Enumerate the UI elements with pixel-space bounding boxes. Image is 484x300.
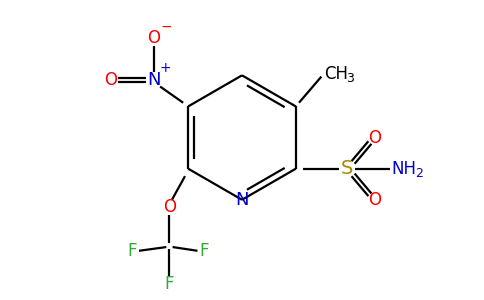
Text: NH: NH: [392, 160, 417, 178]
Text: O: O: [148, 29, 160, 47]
Text: O: O: [368, 191, 381, 209]
Text: −: −: [161, 20, 172, 34]
Text: N: N: [147, 71, 161, 89]
Text: F: F: [165, 275, 174, 293]
Text: N: N: [235, 191, 249, 209]
Text: F: F: [199, 242, 209, 260]
Text: +: +: [159, 61, 171, 75]
Text: 2: 2: [415, 167, 423, 179]
Text: S: S: [341, 159, 353, 178]
Text: O: O: [163, 198, 176, 216]
Text: 3: 3: [346, 72, 354, 85]
Text: CH: CH: [324, 65, 348, 83]
Text: O: O: [368, 129, 381, 147]
Text: F: F: [127, 242, 137, 260]
Text: O: O: [104, 71, 117, 89]
